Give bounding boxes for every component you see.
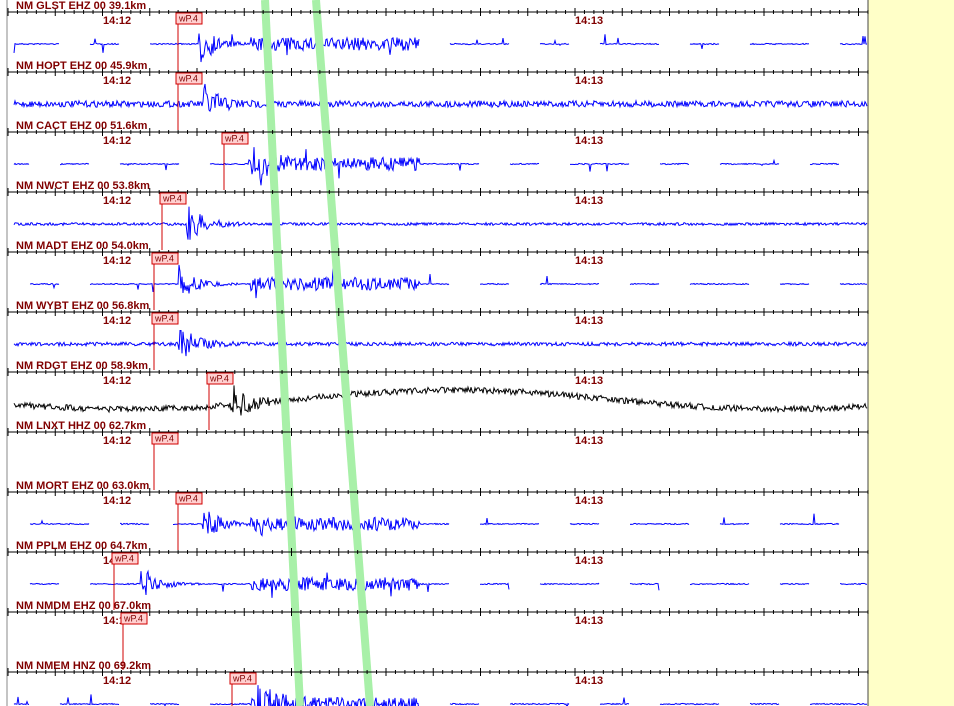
pick-box [159, 192, 187, 205]
station-label: NM NMDM EHZ 00 67.0km [16, 600, 151, 612]
station-label: NM GLST EHZ 00 39.1km [16, 0, 146, 12]
station-label: NM MORT EHZ 00 63.0km [16, 480, 149, 492]
time-label: 14:13 [575, 315, 603, 327]
station-label: NM RDGT EHZ 00 58.9km [16, 360, 148, 372]
waveform [13, 385, 868, 416]
waveform [13, 685, 868, 706]
time-label: 14:13 [575, 195, 603, 207]
time-label: 14:13 [575, 555, 603, 567]
waveform [13, 33, 868, 63]
time-label: 14:12 [103, 75, 131, 87]
waveform [13, 147, 839, 186]
pick-label: wP.4 [123, 613, 143, 623]
phase-band [312, 0, 374, 706]
pick-box [175, 72, 203, 85]
time-label: 14:13 [575, 15, 603, 27]
pick-box [151, 312, 179, 325]
pick-box [175, 492, 203, 505]
time-label: 14:12 [103, 195, 131, 207]
pick-box [120, 612, 148, 625]
time-label: 14:13 [575, 435, 603, 447]
time-label: 14:12 [103, 15, 131, 27]
time-label: 14:12 [103, 135, 131, 147]
time-label: 14:13 [575, 135, 603, 147]
time-label: 14:12 [103, 435, 131, 447]
waveform [13, 206, 868, 240]
pick-label: wP.4 [154, 433, 174, 443]
pick-box [151, 432, 179, 445]
time-label: 14:13 [575, 675, 603, 687]
waveform [29, 511, 840, 537]
pick-label: wP.4 [162, 193, 182, 203]
station-label: NM NMEM HNZ 00 69.2km [16, 660, 151, 672]
time-label: 14:13 [575, 255, 603, 267]
time-label: 14:12 [103, 315, 131, 327]
station-label: NM MADT EHZ 00 54.0km [16, 240, 149, 252]
time-label: 14:12 [103, 375, 131, 387]
pick-box [206, 372, 234, 385]
pick-label: wP.4 [154, 313, 174, 323]
station-label: NM NWCT EHZ 00 53.8km [16, 180, 150, 192]
station-label: NM PPLM EHZ 00 64.7km [16, 540, 148, 552]
pick-label: wP.4 [178, 13, 198, 23]
phase-band [261, 0, 304, 706]
station-label: NM WYBT EHZ 00 56.8km [16, 300, 149, 312]
pick-label: wP.4 [154, 253, 174, 263]
waveform [13, 330, 868, 357]
time-label: 14:12 [103, 675, 131, 687]
time-label: 14:13 [575, 75, 603, 87]
waveform [29, 569, 868, 598]
trace-panel [0, 0, 868, 706]
time-label: 14:13 [575, 615, 603, 627]
station-label: NM LNXT HHZ 00 62.7km [16, 420, 146, 432]
pick-box [229, 672, 257, 685]
waveform [29, 264, 868, 299]
pick-box [111, 552, 139, 565]
pick-label: wP.4 [178, 73, 198, 83]
pick-label: wP.4 [209, 373, 229, 383]
station-label: NM HOPT EHZ 00 45.9km [16, 60, 148, 72]
pick-label: wP.4 [232, 673, 252, 683]
pick-label: wP.4 [114, 553, 134, 563]
side-panel [868, 0, 954, 706]
time-label: 14:12 [103, 255, 131, 267]
pick-box [151, 252, 179, 265]
pick-box [221, 132, 249, 145]
waveform [13, 83, 868, 113]
station-label: NM CACT EHZ 00 51.6km [16, 120, 148, 132]
pick-box [175, 12, 203, 25]
time-label: 14:13 [575, 375, 603, 387]
pick-label: wP.4 [178, 493, 198, 503]
time-label: 14:12 [103, 495, 131, 507]
time-label: 14:13 [575, 495, 603, 507]
pick-label: wP.4 [224, 133, 244, 143]
